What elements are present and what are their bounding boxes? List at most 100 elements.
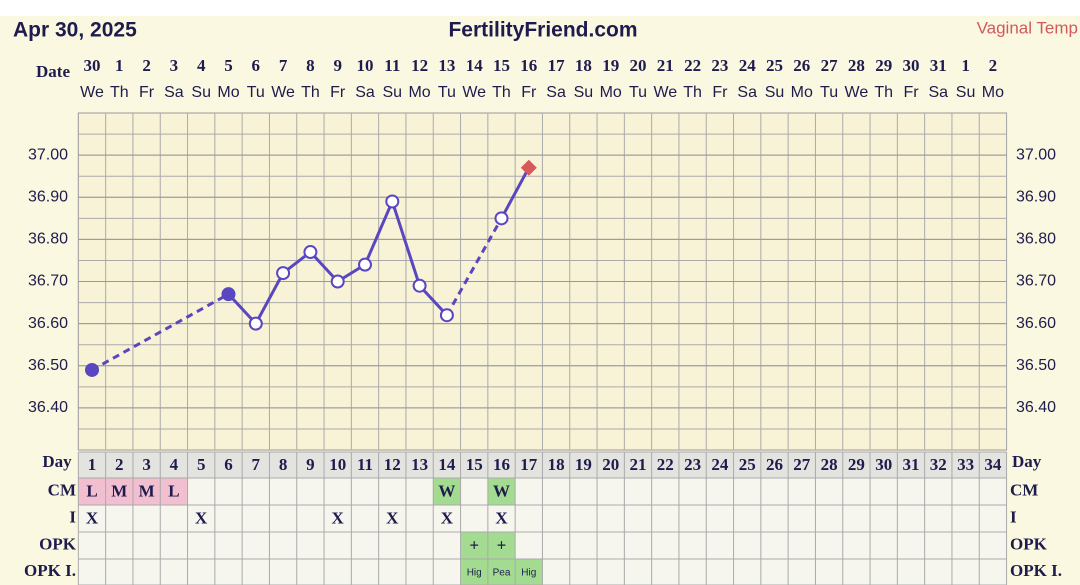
y-tick-label-right: 36.40 bbox=[1016, 399, 1056, 416]
weekday-label: Th bbox=[492, 84, 511, 101]
date-label: 4 bbox=[197, 56, 206, 75]
date-label: 10 bbox=[357, 56, 374, 75]
day-number: 15 bbox=[466, 455, 483, 474]
weekday-label: Su bbox=[383, 84, 403, 101]
cell-highlight bbox=[160, 478, 188, 505]
date-label: 29 bbox=[875, 56, 892, 75]
cell-text: M bbox=[139, 481, 155, 500]
cell-highlight bbox=[515, 559, 543, 585]
weekday-label: Su bbox=[574, 84, 594, 101]
day-number: 33 bbox=[957, 455, 974, 474]
day-number: 26 bbox=[766, 455, 783, 474]
temp-point bbox=[276, 266, 291, 281]
cell-text: X bbox=[386, 508, 399, 527]
cell-text: X bbox=[86, 508, 99, 527]
cell-highlight bbox=[433, 478, 461, 505]
row-label-right: I bbox=[1010, 507, 1017, 526]
temp-segment bbox=[390, 201, 422, 287]
row-label-right: Day bbox=[1012, 452, 1042, 471]
cell-text: W bbox=[493, 481, 510, 500]
y-tick-label: 36.90 bbox=[28, 188, 68, 205]
date-label: 6 bbox=[252, 56, 261, 75]
row-label: CM bbox=[48, 480, 76, 499]
cell-text: X bbox=[332, 508, 345, 527]
y-tick-label: 36.80 bbox=[28, 231, 68, 248]
weekday-label: Su bbox=[765, 84, 785, 101]
weekday-label: Th bbox=[110, 84, 129, 101]
cell-highlight bbox=[487, 559, 516, 585]
weekday-label: Tu bbox=[247, 84, 265, 101]
row-label-right: CM bbox=[1010, 480, 1038, 499]
temp-point bbox=[494, 211, 509, 226]
weekday-label: Mo bbox=[982, 84, 1004, 101]
date-label: 30 bbox=[903, 56, 920, 75]
cell-highlight bbox=[460, 559, 488, 585]
date-label: 7 bbox=[279, 56, 288, 75]
day-number: 7 bbox=[252, 455, 261, 474]
day-number: 12 bbox=[384, 455, 401, 474]
temp-type: Vaginal Temp bbox=[977, 18, 1078, 37]
row-label: Day bbox=[42, 452, 72, 471]
cell-text: Hig bbox=[521, 568, 536, 579]
cell-text: L bbox=[86, 481, 97, 500]
weekday-label: Sa bbox=[546, 84, 566, 101]
date-label: 30 bbox=[84, 56, 101, 75]
weekday-label: Th bbox=[301, 84, 320, 101]
day-number: 17 bbox=[520, 455, 538, 474]
cell-text: X bbox=[441, 508, 454, 527]
day-number: 22 bbox=[657, 455, 674, 474]
y-tick-label: 36.60 bbox=[28, 315, 68, 332]
date-label: 19 bbox=[602, 56, 619, 75]
weekday-label: Th bbox=[874, 84, 893, 101]
cell-highlight bbox=[132, 478, 161, 505]
temp-segment bbox=[254, 272, 285, 325]
day-number: 29 bbox=[848, 455, 865, 474]
date-label: 26 bbox=[793, 56, 810, 75]
weekday-label: Sa bbox=[355, 84, 375, 101]
temp-point bbox=[85, 362, 99, 377]
temp-point bbox=[330, 274, 345, 289]
weekday-label: We bbox=[80, 84, 104, 101]
date-label: 16 bbox=[520, 56, 537, 75]
day-number: 14 bbox=[438, 455, 456, 474]
temp-point bbox=[248, 316, 263, 331]
weekday-label: Tu bbox=[629, 84, 647, 101]
cell-text: + bbox=[469, 535, 479, 554]
day-number: 4 bbox=[170, 455, 179, 474]
day-number: 20 bbox=[602, 455, 619, 474]
day-number: 18 bbox=[548, 455, 565, 474]
chart-title: FertilityFriend.com bbox=[448, 19, 637, 42]
weekday-label: Fr bbox=[903, 84, 919, 101]
weekday-label: Mo bbox=[600, 84, 622, 101]
cell-text: Hig bbox=[467, 568, 482, 579]
date-label: 18 bbox=[575, 56, 592, 75]
weekday-label: Fr bbox=[712, 84, 728, 101]
date-label: 24 bbox=[739, 56, 757, 75]
temp-point bbox=[385, 194, 400, 209]
top-strip bbox=[0, 0, 1080, 16]
x-label: Date bbox=[36, 62, 70, 81]
row-label-right: OPK I. bbox=[1010, 561, 1062, 580]
temp-point bbox=[303, 245, 318, 260]
date-label: 2 bbox=[142, 56, 151, 75]
temp-segment bbox=[500, 167, 531, 220]
date-label: 13 bbox=[438, 56, 455, 75]
date-label: 2 bbox=[989, 56, 998, 75]
y-tick-label-right: 36.60 bbox=[1016, 315, 1056, 332]
date-label: 12 bbox=[411, 56, 428, 75]
cell-highlight bbox=[460, 532, 488, 559]
weekday-label: Mo bbox=[217, 84, 239, 101]
y-tick-label-right: 36.90 bbox=[1016, 188, 1056, 205]
day-number: 9 bbox=[306, 455, 315, 474]
weekday-label: Su bbox=[191, 84, 211, 101]
date-label: 17 bbox=[548, 56, 566, 75]
weekday-label: Mo bbox=[791, 84, 813, 101]
date-label: 3 bbox=[170, 56, 179, 75]
cell-text: Pea bbox=[493, 568, 511, 579]
date-label: 1 bbox=[961, 56, 970, 75]
date-label: 1 bbox=[115, 56, 124, 75]
temp-segment bbox=[91, 292, 230, 372]
day-number: 25 bbox=[739, 455, 756, 474]
